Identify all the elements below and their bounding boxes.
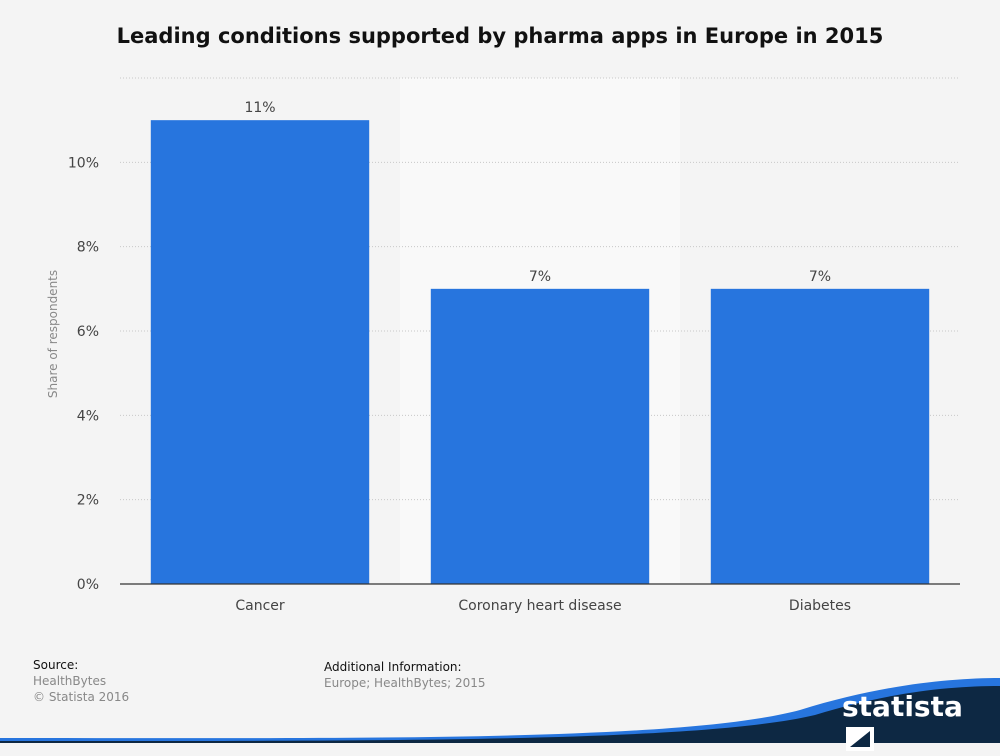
source-text: HealthBytes (33, 674, 107, 688)
statista-logo-text: statista (842, 690, 963, 723)
data-label: 7% (529, 269, 551, 285)
statista-logo-icon (846, 727, 874, 751)
additional-info-text: Europe; HealthBytes; 2015 (324, 676, 486, 690)
brand-wave (0, 678, 1000, 743)
source-label: Source: (33, 658, 79, 672)
y-tick-label: 0% (77, 577, 99, 593)
y-tick-label: 6% (77, 324, 99, 340)
x-tick-label: Diabetes (789, 598, 851, 614)
y-tick-label: 10% (68, 155, 99, 171)
y-tick-label: 4% (77, 408, 99, 424)
statista-logo: statista (842, 690, 1000, 756)
source-block: Source: HealthBytes © Statista 2016 (33, 657, 129, 705)
y-tick-label: 8% (77, 240, 99, 256)
additional-info-block: Additional Information: Europe; HealthBy… (324, 659, 486, 691)
data-label: 7% (809, 269, 831, 285)
y-tick-label: 2% (77, 493, 99, 509)
y-axis-label: Share of respondents (46, 270, 60, 398)
x-tick-label: Coronary heart disease (458, 598, 621, 614)
copyright-text: © Statista 2016 (33, 690, 130, 704)
chart-title: Leading conditions supported by pharma a… (116, 24, 884, 48)
bar-coronary-heart-disease (430, 288, 650, 584)
x-tick-label: Cancer (235, 598, 285, 614)
additional-info-label: Additional Information: (324, 660, 462, 674)
data-label: 11% (244, 100, 275, 116)
bar-cancer (150, 120, 370, 585)
bar-diabetes (710, 288, 930, 584)
